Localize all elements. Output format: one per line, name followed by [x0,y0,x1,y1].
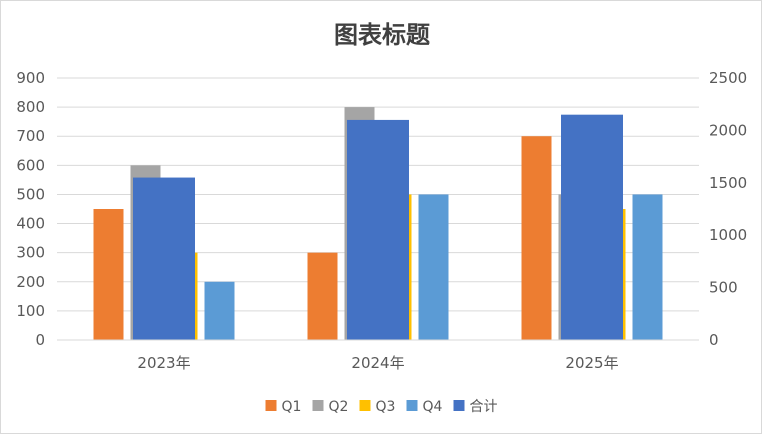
legend-swatch [453,400,465,411]
legend-label: Q2 [329,399,349,415]
x-category-label: 2025年 [565,354,618,372]
bar-q4-0[interactable] [204,281,235,340]
y-left-tick-label: 400 [16,215,45,233]
legend-label: Q4 [423,399,443,415]
legend-label: Q1 [282,399,302,415]
chart-title[interactable]: 图表标题 [334,21,430,49]
y-left-tick-label: 300 [16,244,45,262]
legend-swatch [359,400,371,411]
bar-q4-2[interactable] [632,194,663,340]
y-left-tick-label: 100 [16,302,45,320]
bar-q4-1[interactable] [418,194,449,340]
y-right-tick-label: 500 [709,279,738,297]
y-right-tick-label: 0 [709,331,719,349]
bar-q1-1[interactable] [307,252,338,340]
legend-swatch [312,400,324,411]
y-left-tick-label: 800 [16,98,45,116]
x-category-label: 2023年 [137,354,190,372]
y-left-tick-label: 500 [16,185,45,203]
legend[interactable]: Q1 Q2 Q3 Q4 合计 [265,399,498,415]
bar-total-2[interactable] [561,114,623,341]
x-category-label: 2024年 [351,354,404,372]
bar-total-0[interactable] [133,177,195,340]
bar-total-1[interactable] [347,119,409,340]
y-left-tick-label: 700 [16,127,45,145]
y-left-tick-label: 200 [16,273,45,291]
y-right-tick-label: 2000 [709,121,747,139]
y-left-tick-label: 600 [16,156,45,174]
secondary-axis-bars [133,114,623,341]
legend-label: Q3 [376,399,396,415]
legend-swatch [265,400,277,411]
legend-label: 合计 [470,399,498,415]
bar-q1-2[interactable] [521,136,552,340]
legend-swatch [406,400,418,411]
y-left-tick-label: 900 [16,69,45,87]
y-right-tick-label: 1500 [709,174,747,192]
y-right-tick-label: 2500 [709,69,747,87]
axes: 0 100 200 300 400 500 600 700 800 900 0 500 1000 1500… [16,69,747,372]
y-right-tick-label: 1000 [709,226,747,244]
y-left-tick-label: 0 [35,331,45,349]
bar-q1-0[interactable] [93,209,124,340]
